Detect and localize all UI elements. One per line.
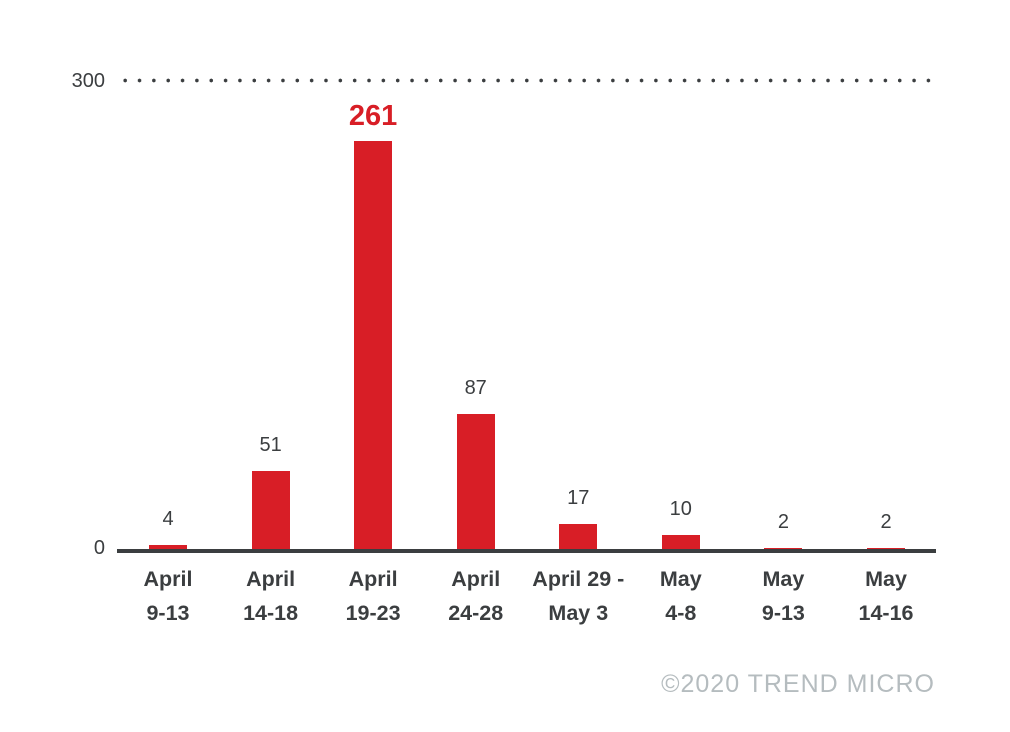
- dotted-gridline-300: [118, 78, 940, 83]
- bar-april-24-28: [456, 414, 495, 551]
- plot-area: 4 April 9-13 51 April 14-18 261 April 19-23 87…: [117, 80, 936, 625]
- value-label: 87: [464, 377, 487, 400]
- x-axis-label: April 14-18: [243, 567, 299, 625]
- x-axis-label: April 9-13: [143, 567, 193, 625]
- bar-april-29-may-3: [559, 524, 598, 551]
- bar-april-9-13: [149, 544, 187, 551]
- value-label: 10: [669, 498, 692, 521]
- bar-april-19-23: [354, 141, 393, 551]
- bar-april-14-18: [251, 470, 290, 551]
- value-label: 51: [259, 433, 282, 456]
- x-axis-label: April 19-23: [345, 567, 401, 625]
- y-axis-tick-0: 0: [93, 537, 105, 559]
- x-axis-label: May 4-8: [659, 567, 702, 625]
- x-axis-label: May 9-13: [761, 567, 805, 625]
- x-axis-line: [117, 549, 936, 553]
- x-axis-label: May 14-16: [858, 567, 914, 625]
- x-axis-label: April 29 - May 3: [532, 567, 625, 625]
- bar-may-4-8: [661, 535, 700, 551]
- x-axis-label: April 24-28: [448, 567, 504, 625]
- value-label: 17: [567, 487, 590, 510]
- value-label: 2: [880, 510, 892, 533]
- value-label: 261: [348, 100, 398, 133]
- value-label: 4: [162, 507, 174, 530]
- value-label: 2: [777, 510, 789, 533]
- copyright-watermark: ©2020 TREND MICRO: [661, 670, 935, 698]
- y-axis-tick-300: 300: [71, 70, 105, 92]
